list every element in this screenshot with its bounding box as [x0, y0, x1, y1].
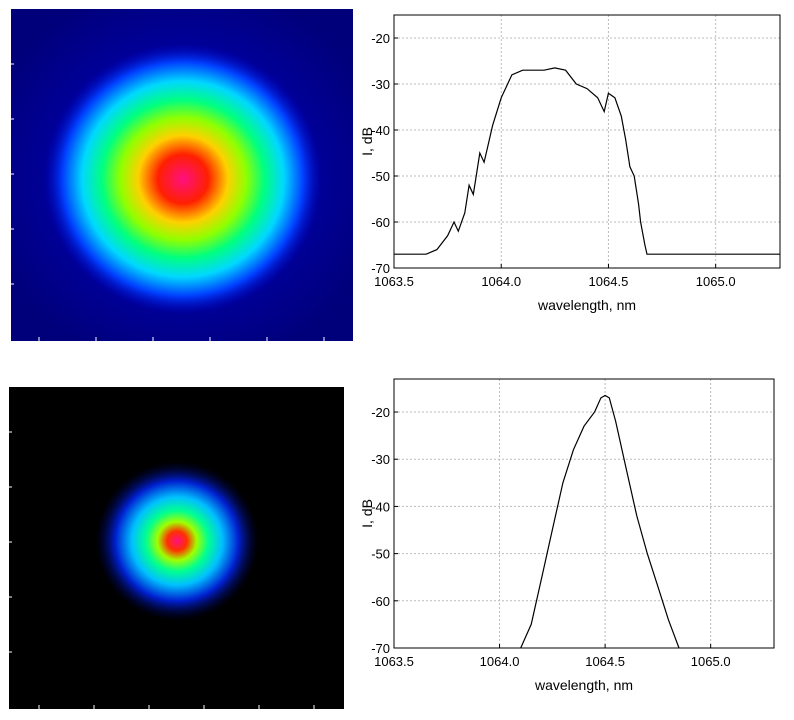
x-tick-label: 1065.0	[691, 654, 731, 669]
y-tick-label: -40	[371, 499, 390, 514]
spectrum-chart-top-svg: 1063.5 1064.0 1064.5 1065.0 -70 -60 -50 -40 -30 -…	[359, 14, 781, 313]
beam-profile-wide-svg	[11, 9, 353, 341]
beam-left-ticks	[11, 63, 14, 285]
x-axis-label: wavelength, nm	[537, 297, 636, 313]
x-tick-label: 1064.5	[589, 274, 629, 289]
y-axis-label: I, dB	[360, 127, 375, 156]
plot-frame	[393, 378, 775, 649]
x-tick-label: 1063.5	[374, 654, 414, 669]
spectrum-chart-top: 1063.5 1064.0 1064.5 1065.0 -70 -60 -50 -40 -30 -…	[359, 0, 794, 345]
beam-bottom-ticks	[38, 705, 315, 709]
y-tick-label: -60	[371, 594, 390, 609]
y-tick-label: -70	[371, 641, 390, 656]
beam-bottom-ticks	[38, 337, 325, 341]
x-axis-label: wavelength, nm	[534, 677, 633, 693]
beam-profile-narrow-svg	[9, 387, 344, 709]
y-tick-label: -40	[371, 123, 390, 138]
x-tick-label: 1063.5	[374, 274, 414, 289]
y-tick-label: -70	[371, 261, 390, 276]
beam-profile-image-wide	[11, 9, 353, 341]
y-tick-label: -60	[371, 215, 390, 230]
beam-profile-image-narrow	[9, 387, 344, 709]
beam-spot	[43, 43, 323, 315]
y-tick-label: -50	[371, 169, 390, 184]
beam-left-ticks	[9, 431, 12, 653]
y-tick-label: -20	[371, 405, 390, 420]
x-tick-label: 1065.0	[696, 274, 736, 289]
x-tick-label: 1064.0	[481, 274, 521, 289]
plot-frame	[393, 14, 781, 269]
spectrum-chart-bottom: 1063.5 1064.0 1064.5 1065.0 -70 -60 -50 -40 -30 -…	[359, 370, 794, 715]
y-tick-label: -50	[371, 547, 390, 562]
beam-spot	[95, 461, 259, 621]
y-tick-label: -30	[371, 77, 390, 92]
y-axis-label: I, dB	[360, 499, 375, 528]
x-tick-label: 1064.0	[480, 654, 520, 669]
spectrum-line	[520, 394, 680, 649]
spectrum-line	[394, 67, 780, 255]
y-tick-label: -30	[371, 452, 390, 467]
y-tick-label: -20	[371, 31, 390, 46]
x-tick-label: 1064.5	[585, 654, 625, 669]
spectrum-chart-bottom-svg: 1063.5 1064.0 1064.5 1065.0 -70 -60 -50 -40 -30 -…	[359, 378, 775, 693]
